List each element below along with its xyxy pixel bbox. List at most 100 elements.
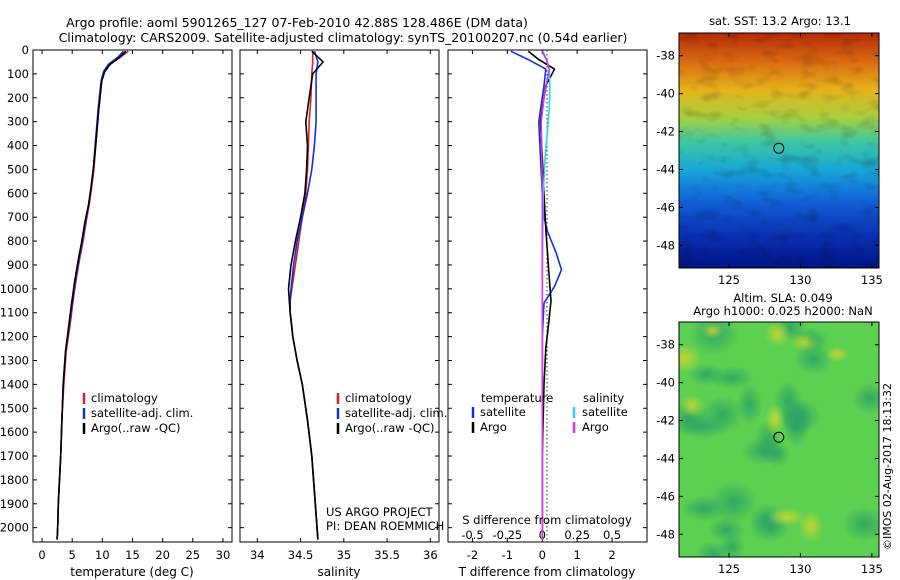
- salinity-argo-raw-qc-line: [287, 50, 324, 540]
- sst-map-panel: sat. SST: 13.2 Argo: 13.1 125 130 135 -38 -4…: [656, 14, 883, 287]
- legend-entry-argo: Argo(..raw -QC): [91, 421, 181, 435]
- sst-profile-location-marker: [773, 142, 785, 154]
- salinity-legend-title: salinity: [583, 391, 624, 405]
- s-difference-tick-label: -0.25: [492, 528, 522, 542]
- sla-map-lat-label: -48: [656, 527, 675, 541]
- credit-label: ©IMOS 02-Aug-2017 18:13:32: [881, 383, 894, 550]
- legend-entry-temperature: satellite: [480, 405, 526, 419]
- depth-tick-label: 0: [22, 43, 29, 57]
- depth-tick-label: 1500: [0, 401, 29, 415]
- depth-tick-label: 1800: [0, 473, 29, 487]
- salinity-axes-frame: [239, 49, 440, 543]
- sla-map-ticks: 125 130 135 -38 -40 -42 -44 -46 -48: [656, 322, 883, 576]
- sla-low-feature: [782, 403, 810, 448]
- sla-map-lon-label: 135: [861, 562, 883, 576]
- sla-map-lon-label: 125: [718, 562, 740, 576]
- difference-xtick-label: 1: [574, 548, 581, 562]
- sst-map-frame: [678, 32, 880, 269]
- salinity-xtick-label: 35.5: [374, 548, 400, 562]
- depth-tick-label: 800: [7, 234, 29, 248]
- salinity-climatology-line: [289, 51, 319, 540]
- sla-high-feature: [679, 343, 703, 374]
- depth-tick-label: 700: [7, 210, 29, 224]
- depth-tick-label: 900: [7, 258, 29, 272]
- sla-high-feature: [789, 333, 819, 352]
- temperature-xtick-label: 10: [95, 548, 110, 562]
- sla-map-lat-label: -38: [656, 338, 675, 352]
- sla-low-feature: [709, 366, 755, 390]
- salinity-lines: [287, 50, 324, 540]
- sla-map-lat-label: -44: [656, 451, 675, 465]
- sla-heatmap-features: [679, 322, 879, 557]
- legend-entry-salinity: Argo: [582, 420, 609, 434]
- difference-xtick-label: 0: [539, 548, 546, 562]
- sla-map-panel: Altim. SLA: 0.049 Argo h1000: 0.025 h200…: [656, 291, 883, 576]
- difference-panel: -2 -1 0 1 2-0.5 -0.25 0 0.25 0.5 S difference fr…: [447, 49, 648, 579]
- sla-map-subtitle: Argo h1000: 0.025 h2000: NaN: [693, 304, 872, 318]
- sla-low-feature: [851, 382, 879, 415]
- sla-map-frame: [678, 321, 880, 558]
- s-difference-tick-label: -0.5: [461, 528, 483, 542]
- depth-tick-label: 400: [7, 139, 29, 153]
- depth-tick-label: 1000: [0, 282, 29, 296]
- legend-entry-temperature: Argo: [480, 420, 507, 434]
- depth-tick-label: 1900: [0, 497, 29, 511]
- sla-map-title: Altim. SLA: 0.049: [733, 291, 832, 305]
- figure-title-line2: Climatology: CARS2009. Satellite-adjuste…: [59, 30, 628, 45]
- depth-tick-label: 1600: [0, 425, 29, 439]
- sla-low-feature: [720, 532, 745, 557]
- sst-map-title: sat. SST: 13.2 Argo: 13.1: [709, 14, 851, 28]
- depth-tick-label: 600: [7, 186, 29, 200]
- legend-entry-satellite: satellite-adj. clim.: [345, 406, 447, 420]
- salinity-xtick-label: 36: [423, 548, 438, 562]
- temperature-satellite-adj-clim-line: [56, 50, 125, 540]
- temperature-xtick-label: 25: [185, 548, 200, 562]
- temperature-climatology-line: [56, 50, 129, 540]
- depth-tick-label: 1700: [0, 449, 29, 463]
- sst-map-lon-label: 125: [718, 273, 740, 287]
- difference-xtick-label: 2: [608, 548, 615, 562]
- depth-tick-label: 2000: [0, 521, 29, 535]
- difference-xtick-label: -1: [502, 548, 513, 562]
- difference-axes-frame: [447, 49, 648, 543]
- sla-low-feature: [700, 395, 744, 434]
- legend-entry-climatology: climatology: [91, 391, 158, 405]
- temperature-argo-raw-qc-line: [56, 50, 127, 540]
- sla-low-feature: [741, 437, 785, 465]
- temperature-satellite-line: [510, 50, 563, 540]
- temperature-ticks: 0100200300400500600700800900100011001200…: [0, 43, 232, 562]
- sst-map-lat-label: -42: [656, 125, 675, 139]
- pi-label: PI: DEAN ROEMMICH: [326, 519, 444, 533]
- sst-map-ticks: 125 130 135 -38 -40 -42 -44 -46 -48: [656, 33, 883, 287]
- temperature-axis-label: temperature (deg C): [70, 565, 193, 579]
- legend-entry-salinity: satellite: [582, 405, 628, 419]
- depth-tick-label: 500: [7, 162, 29, 176]
- depth-tick-label: 200: [7, 91, 29, 105]
- salinity-argo-line: [540, 50, 551, 540]
- difference-ticks: -2 -1 0 1 2-0.5 -0.25 0 0.25 0.5: [448, 49, 647, 562]
- sla-map-lat-label: -40: [656, 376, 675, 390]
- sla-profile-location-marker: [773, 431, 785, 443]
- sst-map-lon-label: 135: [861, 273, 883, 287]
- depth-tick-label: 1200: [0, 330, 29, 344]
- sla-map-lat-label: -42: [656, 414, 675, 428]
- salinity-satellite-adj-clim-line: [289, 50, 319, 540]
- sla-high-feature: [701, 322, 724, 339]
- temperature-axes-frame: [32, 49, 233, 543]
- temperature-xtick-label: 30: [216, 548, 231, 562]
- t-difference-axis-label: T difference from climatology: [458, 565, 636, 579]
- difference-legend: temperature salinitysatelliteArgosatellit…: [471, 391, 628, 434]
- temperature-xtick-label: 5: [69, 548, 76, 562]
- salinity-panel: 34 34.5 35 35.5 36 salinity US ARGO PROJECT …: [239, 49, 444, 579]
- depth-tick-label: 300: [7, 115, 29, 129]
- temperature-lines: [56, 50, 129, 540]
- depth-tick-label: 1100: [0, 306, 29, 320]
- salinity-xtick-label: 34.5: [288, 548, 314, 562]
- temperature-panel: 0100200300400500600700800900100011001200…: [0, 43, 233, 579]
- sla-map-lon-label: 130: [789, 562, 811, 576]
- depth-tick-label: 1300: [0, 353, 29, 367]
- sst-map-lat-label: -44: [656, 162, 675, 176]
- sla-high-feature: [764, 322, 792, 348]
